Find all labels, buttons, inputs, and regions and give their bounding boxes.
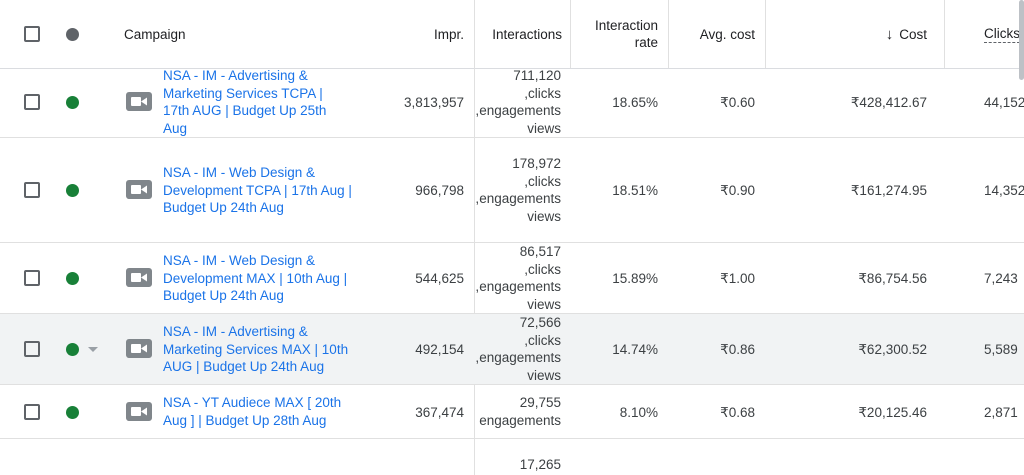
cost-value: ₹62,300.52 (858, 342, 927, 357)
table-row[interactable]: NSA - IM - Web Design & Development MAX … (0, 243, 1024, 314)
interactions-value: 711,120 clicks, engagements, views (475, 68, 561, 136)
row-checkbox[interactable] (24, 341, 40, 357)
clicks-value: 14,352 (984, 183, 1024, 198)
cost-column-header[interactable]: ↓ Cost (885, 25, 927, 43)
impr-value: 3,813,957 (403, 95, 464, 110)
avg-cost-value: ₹0.60 (720, 95, 755, 110)
campaign-column-header[interactable]: Campaign (124, 26, 186, 42)
interactions-column-header[interactable]: Interactions (492, 26, 562, 42)
status-enabled-icon[interactable] (66, 184, 79, 197)
row-checkbox[interactable] (24, 94, 40, 110)
clicks-column-header[interactable]: Clicks (984, 26, 1020, 43)
avg-cost-value: ₹0.68 (720, 405, 755, 420)
table-row[interactable]: 17,265 (0, 439, 1024, 475)
impr-value: 544,625 (415, 271, 464, 286)
status-enabled-icon[interactable] (66, 406, 79, 419)
cost-value: ₹428,412.67 (850, 95, 927, 110)
status-enabled-icon[interactable] (66, 96, 79, 109)
campaign-name-link[interactable]: NSA - IM - Web Design & Development TCPA… (163, 165, 352, 215)
interactions-value: 178,972 clicks, engagements, views (475, 156, 561, 224)
impr-value: 966,798 (415, 183, 464, 198)
avg-cost-column-header[interactable]: Avg. cost (699, 26, 755, 42)
cost-value: ₹86,754.56 (858, 271, 927, 286)
interaction-rate-value: 18.65% (612, 95, 658, 110)
row-checkbox[interactable] (24, 182, 40, 198)
status-enabled-icon[interactable] (66, 343, 79, 356)
video-camera-icon (126, 268, 152, 287)
interactions-value: 72,566 clicks, engagements, views (475, 315, 561, 383)
status-dropdown-chevron-icon[interactable] (88, 347, 98, 352)
column-divider (944, 0, 945, 68)
cost-value: ₹161,274.95 (850, 183, 927, 198)
video-camera-icon (126, 402, 152, 421)
avg-cost-value: ₹0.86 (720, 342, 755, 357)
avg-cost-value: ₹0.90 (720, 183, 755, 198)
status-enabled-icon[interactable] (66, 272, 79, 285)
impr-value: 492,154 (415, 342, 464, 357)
clicks-value: 44,152 (984, 95, 1024, 110)
interactions-value: 29,755 engagements (479, 395, 561, 428)
interaction-rate-column-header[interactable]: Interaction rate (594, 18, 658, 50)
impr-value: 367,474 (415, 405, 464, 420)
clicks-value: 2,871 (984, 405, 1018, 420)
column-divider (474, 0, 475, 475)
column-divider (570, 0, 571, 68)
table-row[interactable]: NSA - IM - Advertising & Marketing Servi… (0, 314, 1024, 385)
table-row[interactable]: NSA - YT Audiece MAX [ 20th Aug ] | Budg… (0, 385, 1024, 439)
impr-column-header[interactable]: Impr. (433, 26, 464, 42)
column-divider (765, 0, 766, 68)
campaign-name-link[interactable]: NSA - IM - Web Design & Development MAX … (163, 253, 348, 303)
table-row[interactable]: NSA - IM - Advertising & Marketing Servi… (0, 68, 1024, 138)
interaction-rate-value: 15.89% (612, 271, 658, 286)
status-header-icon[interactable] (66, 28, 79, 41)
interaction-rate-value: 14.74% (612, 342, 658, 357)
interactions-value: 17,265 (519, 457, 561, 472)
row-checkbox[interactable] (24, 404, 40, 420)
table-header: Campaign Impr. Interactions Interaction r… (0, 0, 1024, 69)
video-camera-icon (126, 339, 152, 358)
avg-cost-value: ₹1.00 (720, 271, 755, 286)
arrow-down-icon: ↓ (885, 25, 894, 43)
clicks-value: 7,243 (984, 271, 1018, 286)
interaction-rate-value: 8.10% (619, 405, 658, 420)
cost-value: ₹20,125.46 (858, 405, 927, 420)
interaction-rate-value: 18.51% (612, 183, 658, 198)
column-divider (668, 0, 669, 68)
row-checkbox[interactable] (24, 270, 40, 286)
table-row[interactable]: NSA - IM - Web Design & Development TCPA… (0, 138, 1024, 243)
campaign-name-link[interactable]: NSA - IM - Advertising & Marketing Servi… (163, 68, 327, 136)
select-all-checkbox[interactable] (24, 26, 40, 42)
vertical-scrollbar[interactable] (1019, 0, 1024, 80)
interactions-value: 86,517 clicks, engagements, views (475, 244, 561, 312)
clicks-value: 5,589 (984, 342, 1018, 357)
video-camera-icon (126, 92, 152, 111)
campaign-name-link[interactable]: NSA - IM - Advertising & Marketing Servi… (163, 324, 349, 374)
campaign-name-link[interactable]: NSA - YT Audiece MAX [ 20th Aug ] | Budg… (163, 395, 342, 428)
video-camera-icon (126, 180, 152, 199)
